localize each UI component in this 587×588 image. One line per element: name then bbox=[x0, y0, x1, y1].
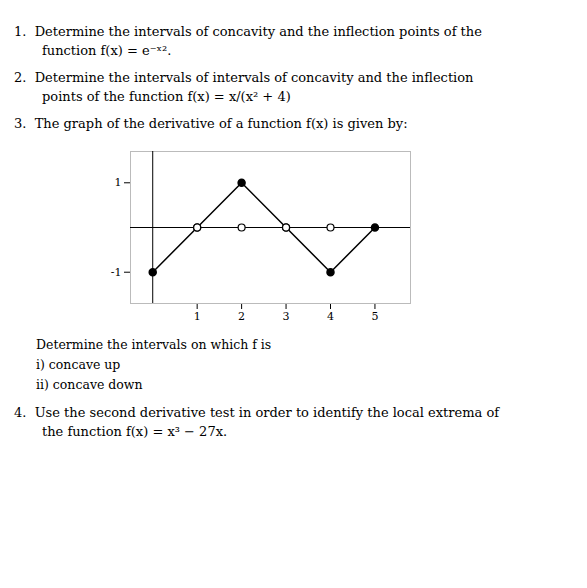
html-text:1. Determine the intervals of: 1. Determine the intervals of concavity … bbox=[14, 24, 482, 39]
svg-text:4: 4 bbox=[327, 310, 334, 323]
svg-text:-1: -1 bbox=[111, 266, 122, 279]
html-text:points of the function f(x) =: points of the function f(x) = x/(x² + 4) bbox=[42, 89, 291, 104]
svg-text:2: 2 bbox=[238, 310, 245, 323]
html-text:4. Use the second derivative t: 4. Use the second derivative test in ord… bbox=[14, 405, 499, 420]
svg-text:3: 3 bbox=[283, 310, 290, 323]
html-text:the function f(x) = x³ − 27x.: the function f(x) = x³ − 27x. bbox=[42, 424, 228, 439]
html-text:ii) concave down: ii) concave down bbox=[36, 377, 143, 392]
svg-text:1: 1 bbox=[194, 310, 201, 323]
html-text:2. Determine the intervals of: 2. Determine the intervals of intervals … bbox=[14, 70, 474, 85]
svg-text:5: 5 bbox=[371, 310, 378, 323]
svg-text:1: 1 bbox=[115, 176, 122, 189]
html-text:Determine the intervals on whi: Determine the intervals on which f is bbox=[36, 337, 272, 352]
html-text:3. The graph of the derivative: 3. The graph of the derivative of a func… bbox=[14, 116, 408, 131]
html-text:i) concave up: i) concave up bbox=[36, 357, 121, 372]
html-text:function f(x) = e⁻ˣ².: function f(x) = e⁻ˣ². bbox=[42, 43, 172, 58]
